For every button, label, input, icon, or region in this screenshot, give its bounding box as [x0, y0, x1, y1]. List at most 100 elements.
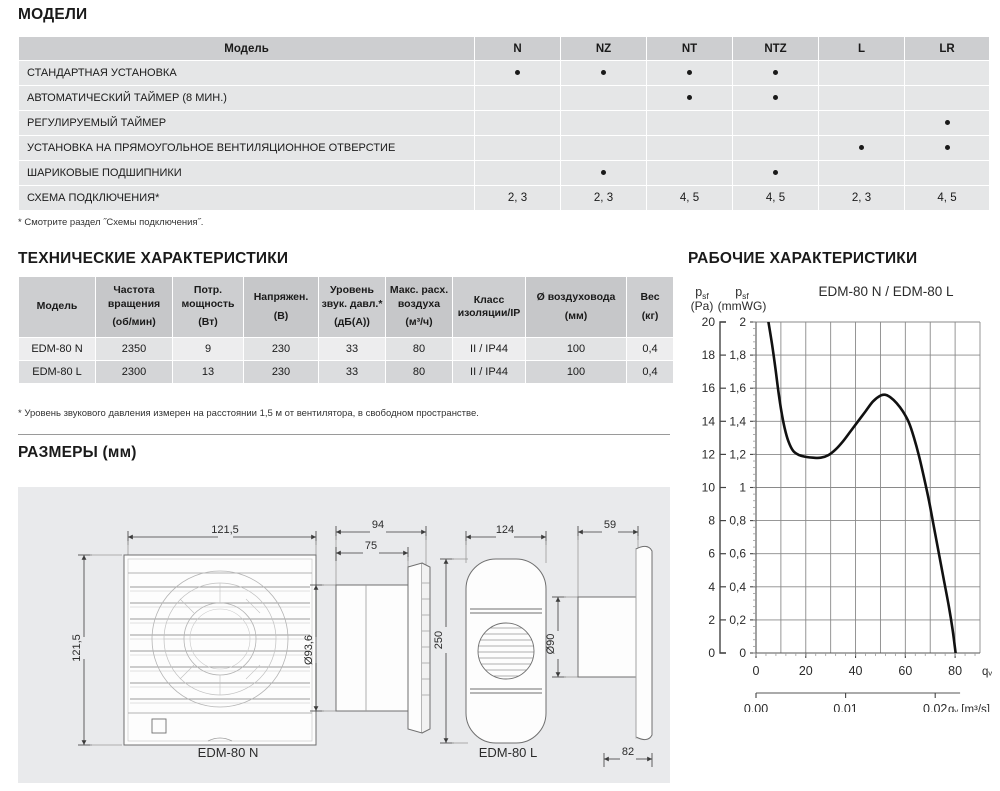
models-cell — [647, 136, 732, 160]
bullet-icon — [773, 170, 778, 176]
x-tick-label-secondary: 0,01 — [833, 702, 857, 712]
specs-cell: 0,4 — [627, 338, 673, 360]
y-tick-label-primary: 12 — [702, 447, 716, 461]
y-axis-secondary-label-unit: (mmWG) — [718, 299, 767, 313]
models-table: Модель N NZ NT NTZ L LR СТАНДАРТНАЯ УСТА… — [18, 36, 990, 211]
specs-header-unit: (В) — [273, 309, 289, 322]
models-header-ntz: NTZ — [733, 37, 818, 60]
specs-cell: 80 — [386, 338, 452, 360]
dimensions-drawings: 121,5 121,5 — [71, 519, 653, 767]
specs-header-unit: (об/мин) — [112, 316, 156, 329]
specs-cell: 230 — [244, 338, 318, 360]
models-row-label: ШАРИКОВЫЕ ПОДШИПНИКИ — [19, 161, 474, 185]
y-tick-label-primary: 2 — [708, 613, 715, 627]
models-cell — [905, 111, 989, 135]
models-header-nt: NT — [647, 37, 732, 60]
y-tick-label-primary: 20 — [702, 315, 716, 329]
bullet-icon — [515, 70, 520, 76]
y-axis-primary-label-unit: (Pa) — [691, 299, 714, 313]
specs-cell: II / IP44 — [453, 361, 525, 383]
specs-header-cell: Макс. расх. воздуха (м³/ч) — [386, 277, 452, 337]
models-cell — [561, 136, 646, 160]
models-footnote: * Смотрите раздел ˝Схемы подключения˝. — [18, 217, 204, 228]
dimensions-drawing-panel: 121,5 121,5 — [18, 487, 670, 783]
models-cell: 4, 5 — [905, 186, 989, 210]
specs-cell: 100 — [526, 361, 626, 383]
models-cell — [475, 86, 560, 110]
models-header-model: Модель — [19, 37, 474, 60]
table-row: СХЕМА ПОДКЛЮЧЕНИЯ* 2, 3 2, 3 4, 5 4, 5 2, 3 4,… — [19, 186, 989, 210]
specs-header-name: Потр. мощность — [181, 284, 235, 310]
dim-n-depth-total: 94 — [372, 519, 384, 531]
chart-root: EDM-80 N / EDM-80 Lpsf(Pa)psf(mmWG)00,20… — [691, 284, 992, 712]
models-cell — [733, 61, 818, 85]
specs-header-cell: Напряжен. (В) — [244, 277, 318, 337]
models-row-label: СТАНДАРТНАЯ УСТАНОВКА — [19, 61, 474, 85]
table-row: УСТАНОВКА НА ПРЯМОУГОЛЬНОЕ ВЕНТИЛЯЦИОННО… — [19, 136, 989, 160]
specs-header-cell: Класс изоляции/IP — [453, 277, 525, 337]
models-section: МОДЕЛИ Модель N NZ NT NTZ L LR СТАНДАРТН… — [18, 6, 989, 228]
x-axis-label: qᵥ [m³/h] — [982, 666, 992, 678]
models-header-lr: LR — [905, 37, 989, 60]
models-cell — [475, 161, 560, 185]
specs-header-name: Класс изоляции/IP — [457, 293, 521, 319]
x-tick-label-secondary: 0,00 — [744, 702, 768, 712]
models-cell — [819, 61, 904, 85]
models-cell — [733, 111, 818, 135]
dim-l-base: 82 — [622, 746, 634, 758]
specs-header-cell: Уровень звук. давл.* (дБ(А)) — [319, 277, 385, 337]
y-tick-label-secondary: 0 — [739, 646, 746, 660]
models-cell — [647, 86, 732, 110]
y-tick-label-primary: 4 — [708, 580, 715, 594]
models-cell: 4, 5 — [733, 186, 818, 210]
specs-header-cell: Потр. мощность (Вт) — [173, 277, 243, 337]
y-tick-label-primary: 18 — [702, 348, 716, 362]
specs-section: Модель Частота вращения (об/мин) Потр. мощн… — [18, 276, 674, 384]
y-tick-label-secondary: 0,8 — [729, 514, 746, 528]
models-table-header-row: Модель N NZ NT NTZ L LR — [19, 37, 989, 60]
bullet-icon — [687, 95, 692, 101]
models-cell: 2, 3 — [819, 186, 904, 210]
models-cell — [819, 136, 904, 160]
bullet-icon — [944, 145, 950, 151]
models-cell — [475, 136, 560, 160]
bullet-icon — [773, 70, 778, 76]
models-row-label: РЕГУЛИРУЕМЫЙ ТАЙМЕР — [19, 111, 474, 135]
models-cell — [733, 161, 818, 185]
models-cell — [561, 161, 646, 185]
models-section-title: МОДЕЛИ — [18, 6, 88, 23]
models-cell — [733, 86, 818, 110]
dim-l-duct-dia: Ø90 — [545, 634, 557, 655]
x-tick-label: 60 — [898, 664, 912, 678]
x-tick-label-secondary: 0,02 — [923, 702, 947, 712]
models-cell — [475, 111, 560, 135]
models-cell — [475, 61, 560, 85]
models-cell — [561, 61, 646, 85]
x-tick-label: 0 — [753, 664, 760, 678]
y-tick-label-primary: 6 — [708, 547, 715, 561]
models-cell: 2, 3 — [561, 186, 646, 210]
models-cell — [905, 136, 989, 160]
performance-section-title: РАБОЧИЕ ХАРАКТЕРИСТИКИ — [688, 250, 918, 267]
models-header-n: N — [475, 37, 560, 60]
y-tick-label-secondary: 0,4 — [729, 580, 746, 594]
y-axis-primary-label: psf — [695, 285, 709, 301]
specs-cell: 13 — [173, 361, 243, 383]
dim-n-height: 121,5 — [71, 634, 83, 662]
y-tick-label-secondary: 1,6 — [729, 381, 746, 395]
chart-title: EDM-80 N / EDM-80 L — [818, 284, 954, 299]
y-tick-label-secondary: 1,4 — [729, 414, 746, 428]
table-row: ШАРИКОВЫЕ ПОДШИПНИКИ — [19, 161, 989, 185]
specs-cell: 2350 — [96, 338, 172, 360]
dim-l-depth: 59 — [604, 519, 616, 531]
specs-cell: 100 — [526, 338, 626, 360]
chart-curve — [767, 322, 957, 653]
specs-header-unit: (мм) — [564, 309, 588, 322]
dim-n-depth-inner: 75 — [365, 540, 377, 552]
models-cell — [561, 86, 646, 110]
specs-cell: II / IP44 — [453, 338, 525, 360]
specs-cell: 0,4 — [627, 361, 673, 383]
models-cell — [561, 111, 646, 135]
y-tick-label-secondary: 0,2 — [729, 613, 746, 627]
